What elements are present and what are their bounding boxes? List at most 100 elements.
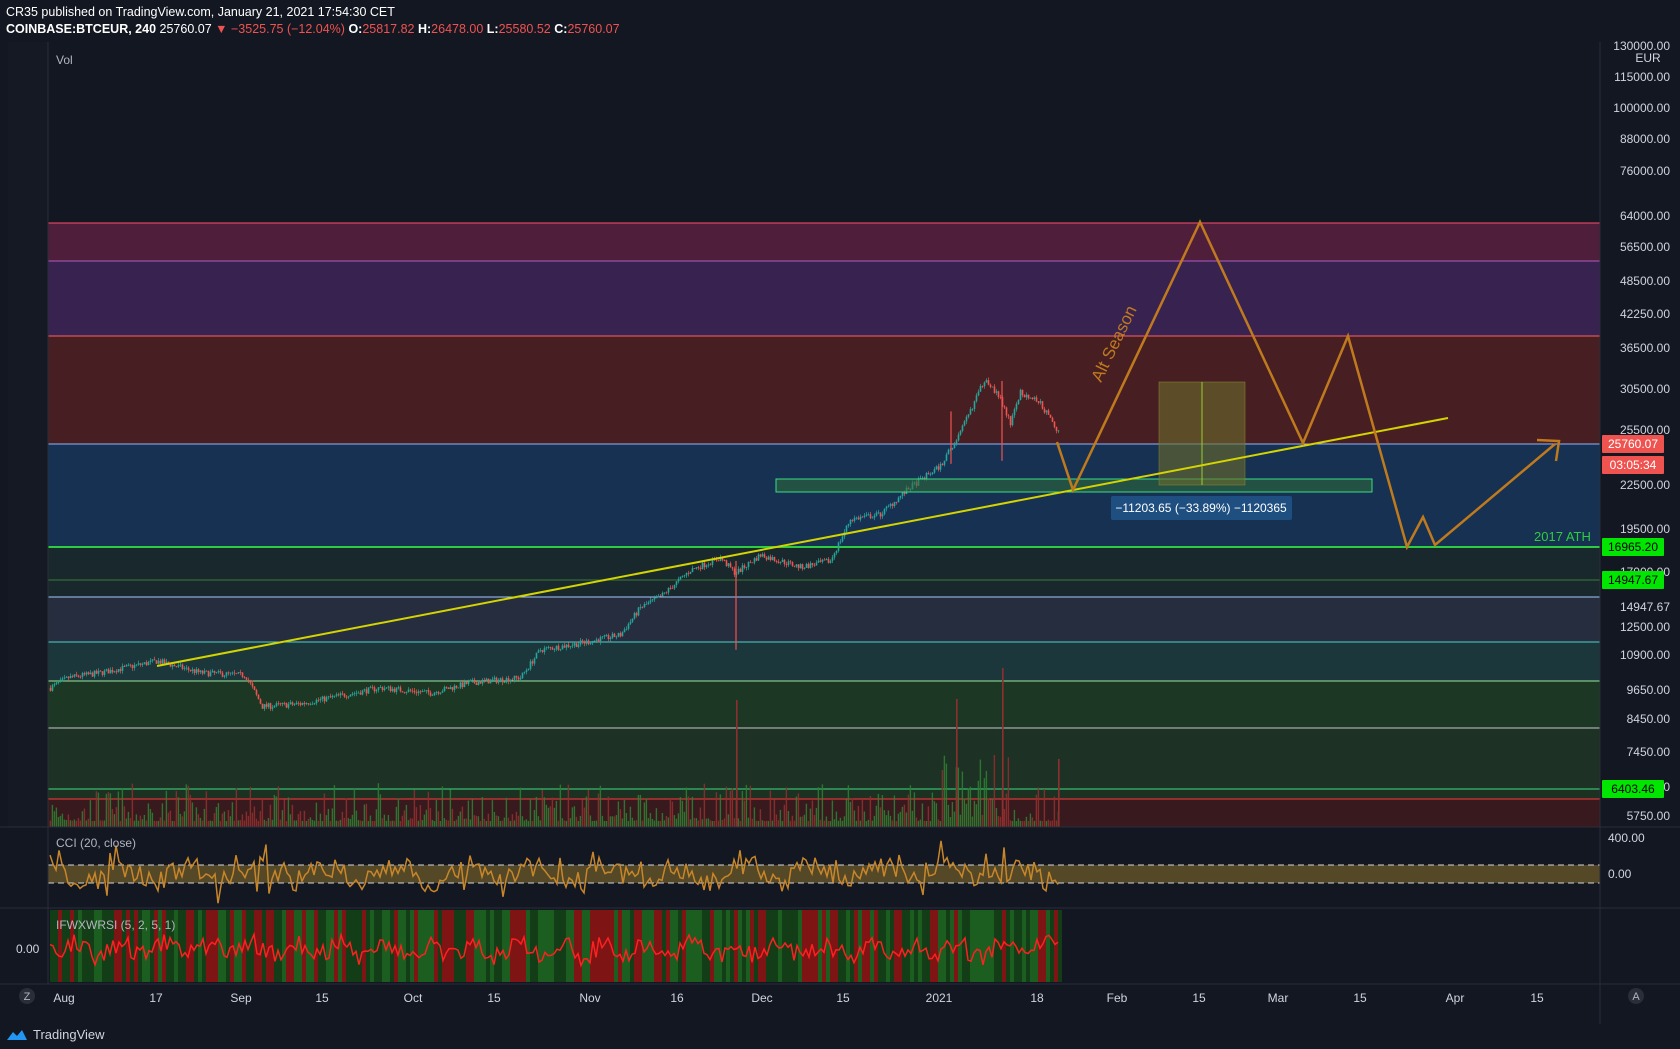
volume-bar xyxy=(939,820,942,827)
ifw-bar xyxy=(170,910,174,982)
volume-bar xyxy=(367,820,370,827)
candle-body xyxy=(1005,407,1008,416)
volume-bar xyxy=(355,810,358,827)
volume-bar xyxy=(435,800,438,827)
volume-bar xyxy=(829,820,832,827)
candle-body xyxy=(515,675,518,678)
candle-body xyxy=(349,694,352,697)
candle-body xyxy=(461,682,464,688)
candle-body xyxy=(313,703,316,705)
ifw-bar xyxy=(282,910,286,982)
candle-body xyxy=(787,561,790,565)
ath-label[interactable]: 2017 ATH xyxy=(1534,529,1591,544)
volume-bar xyxy=(283,799,286,827)
candle-body xyxy=(789,561,792,563)
volume-bar xyxy=(915,817,918,827)
candle-body xyxy=(629,621,632,624)
ifw-bar xyxy=(210,910,214,982)
ifw-bar xyxy=(530,910,534,982)
volume-bar xyxy=(477,816,480,827)
candle-body xyxy=(125,665,128,667)
candle-body xyxy=(855,517,858,519)
volume-bar xyxy=(405,804,408,827)
candle-body xyxy=(865,514,868,516)
volume-bar xyxy=(887,810,890,827)
volume-bar xyxy=(77,818,80,827)
volume-bar xyxy=(107,792,110,827)
trendline[interactable] xyxy=(156,417,1449,667)
ifw-bar xyxy=(398,910,402,982)
candle-body xyxy=(689,572,692,574)
candle-body xyxy=(571,645,574,647)
price-axis[interactable]: 130000.00 115000.00 100000.00 88000.00 76000… xyxy=(1613,39,1670,823)
candle-body xyxy=(883,508,886,515)
price-tick: 100000.00 xyxy=(1613,101,1670,115)
volume-bar xyxy=(1055,820,1058,827)
candle-body xyxy=(95,670,98,674)
projection-path[interactable] xyxy=(1055,219,1556,551)
volume-bar xyxy=(353,788,356,827)
volume-bar xyxy=(833,819,836,827)
ifw-bar xyxy=(134,910,138,982)
candle-body xyxy=(421,691,424,693)
candle-body xyxy=(729,563,732,568)
candle-body xyxy=(505,678,508,683)
candle-body xyxy=(157,660,160,664)
candle-body xyxy=(695,567,698,569)
volume-bar xyxy=(767,820,770,827)
ifw-bar xyxy=(246,910,250,982)
volume-bar xyxy=(361,820,364,827)
candle-body xyxy=(407,689,410,693)
volume-bar xyxy=(165,790,168,827)
corner-right-button[interactable]: A xyxy=(1628,988,1644,1004)
candle-body xyxy=(841,536,844,542)
symbol-name[interactable]: COINBASE:BTCEUR, 240 xyxy=(6,22,157,36)
volume-bar xyxy=(597,793,600,827)
candle-body xyxy=(425,690,428,691)
ifw-bar xyxy=(698,910,702,982)
candle-body xyxy=(199,670,202,673)
volume-bar xyxy=(525,819,528,827)
volume-bar xyxy=(997,815,1000,827)
candle-body xyxy=(643,604,646,608)
candle-body xyxy=(669,587,672,589)
candle-body xyxy=(875,512,878,516)
ifw-bar xyxy=(802,910,806,982)
ifw-bar xyxy=(926,910,930,982)
candle-body xyxy=(659,595,662,597)
corner-left-button[interactable]: Z xyxy=(19,988,35,1004)
volume-bar xyxy=(517,815,520,827)
volume-bar xyxy=(523,820,526,827)
candle-body xyxy=(599,637,602,643)
volume-bar xyxy=(237,820,240,827)
time-tick: Mar xyxy=(1268,991,1289,1005)
volume-bar xyxy=(147,803,150,827)
volume-bar xyxy=(161,803,164,827)
time-axis[interactable]: Aug 17 Sep 15 Oct 15 Nov 16 Dec 15 2021 18 Feb 15 Mar 1… xyxy=(53,991,1544,1005)
price-zones xyxy=(48,223,1600,827)
volume-bar xyxy=(785,787,788,827)
ifw-bar xyxy=(722,910,726,982)
candle-body xyxy=(265,704,268,707)
volume-bar xyxy=(619,809,622,827)
candle-body xyxy=(965,416,968,422)
symbol-bar: COINBASE:BTCEUR, 240 25760.07 ▼ −3525.75… xyxy=(6,22,620,36)
candle-body xyxy=(925,473,928,480)
ifw-bar xyxy=(966,910,970,982)
ifw-bar xyxy=(838,910,842,982)
candle-body xyxy=(101,671,104,675)
tradingview-logo[interactable]: TradingView xyxy=(6,1027,105,1042)
volume-bar xyxy=(861,797,864,827)
candle-body xyxy=(379,687,382,688)
price-change: ▼ −3525.75 (−12.04%) xyxy=(215,22,345,36)
candle-body xyxy=(333,695,336,697)
volume-bar xyxy=(163,820,166,827)
volume-bar xyxy=(513,820,516,827)
ifw-bar xyxy=(742,910,746,982)
volume-bar xyxy=(227,810,230,827)
ifw-bar xyxy=(218,910,222,982)
time-tick: 15 xyxy=(1353,991,1367,1005)
volume-bar xyxy=(929,820,932,827)
volume-bar xyxy=(1017,818,1020,827)
